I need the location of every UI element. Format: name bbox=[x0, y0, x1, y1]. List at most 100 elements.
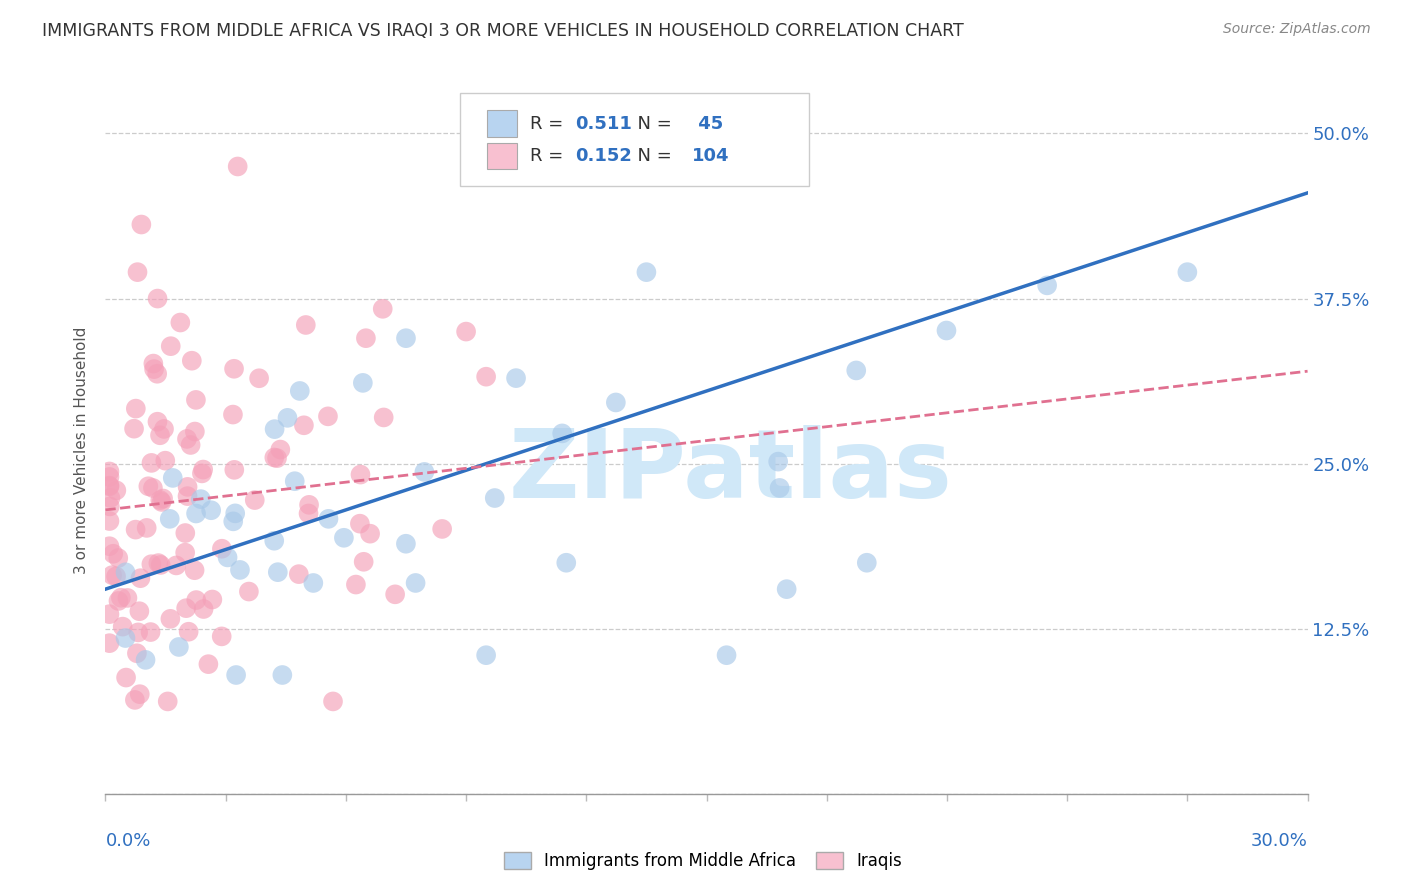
Point bbox=[135, 653, 157, 667]
Point bbox=[201, 592, 224, 607]
Point bbox=[98, 500, 121, 514]
Point bbox=[263, 450, 285, 465]
Point bbox=[148, 556, 170, 570]
FancyBboxPatch shape bbox=[486, 111, 516, 136]
Text: N =: N = bbox=[626, 147, 678, 165]
Point bbox=[110, 591, 132, 605]
Point bbox=[101, 568, 124, 582]
Point bbox=[193, 602, 215, 616]
Point bbox=[475, 369, 498, 384]
Point bbox=[156, 694, 179, 708]
Point bbox=[146, 367, 169, 381]
Point bbox=[159, 612, 181, 626]
Point bbox=[174, 601, 197, 615]
Point bbox=[135, 521, 157, 535]
Point bbox=[105, 569, 128, 583]
Point bbox=[353, 555, 375, 569]
Point bbox=[349, 467, 371, 482]
Point bbox=[98, 479, 121, 493]
Point bbox=[555, 556, 578, 570]
Point bbox=[138, 479, 160, 493]
Point bbox=[184, 425, 207, 439]
Point bbox=[505, 371, 527, 385]
Point bbox=[605, 395, 627, 409]
Text: IMMIGRANTS FROM MIDDLE AFRICA VS IRAQI 3 OR MORE VEHICLES IN HOUSEHOLD CORRELATI: IMMIGRANTS FROM MIDDLE AFRICA VS IRAQI 3… bbox=[42, 22, 965, 40]
Point bbox=[776, 582, 799, 596]
Point bbox=[405, 576, 427, 591]
Point bbox=[333, 531, 356, 545]
Point bbox=[263, 533, 285, 548]
Point bbox=[211, 629, 233, 643]
Point bbox=[845, 363, 868, 377]
Point bbox=[413, 465, 436, 479]
Point bbox=[454, 325, 477, 339]
Point bbox=[1036, 278, 1059, 293]
Point bbox=[124, 693, 146, 707]
Point bbox=[224, 463, 246, 477]
Point bbox=[107, 551, 129, 566]
Point bbox=[269, 442, 291, 457]
Point bbox=[103, 547, 125, 561]
Point bbox=[263, 422, 285, 436]
Point bbox=[266, 451, 288, 466]
Point bbox=[1177, 265, 1199, 279]
Point bbox=[222, 408, 245, 422]
Point bbox=[162, 471, 184, 485]
Point bbox=[243, 493, 266, 508]
Point bbox=[149, 428, 172, 442]
Point bbox=[288, 384, 311, 398]
Point bbox=[131, 218, 153, 232]
Point bbox=[159, 512, 181, 526]
Point bbox=[115, 671, 138, 685]
Point bbox=[295, 318, 318, 332]
Point bbox=[122, 422, 145, 436]
Point bbox=[200, 503, 222, 517]
Point bbox=[174, 526, 197, 541]
Point bbox=[142, 357, 165, 371]
Point bbox=[98, 470, 121, 484]
Point bbox=[284, 474, 307, 488]
Point bbox=[224, 507, 246, 521]
Point bbox=[297, 507, 319, 521]
Point bbox=[100, 491, 122, 505]
Point bbox=[124, 523, 146, 537]
Point bbox=[150, 495, 173, 509]
Point bbox=[222, 361, 245, 376]
Point bbox=[551, 426, 574, 441]
Point bbox=[359, 526, 381, 541]
Point bbox=[197, 657, 219, 672]
Point bbox=[318, 512, 340, 526]
Point bbox=[190, 492, 212, 507]
Point bbox=[238, 584, 260, 599]
Point bbox=[117, 591, 139, 605]
Text: 30.0%: 30.0% bbox=[1251, 831, 1308, 850]
Point bbox=[384, 587, 406, 601]
Point bbox=[475, 648, 498, 663]
Point bbox=[176, 480, 198, 494]
Point bbox=[193, 462, 215, 476]
Point bbox=[129, 571, 152, 585]
Point bbox=[349, 516, 371, 531]
Point bbox=[128, 687, 150, 701]
Point bbox=[128, 604, 150, 618]
Point bbox=[176, 489, 198, 503]
Point bbox=[225, 668, 247, 682]
Point bbox=[107, 594, 129, 608]
Point bbox=[165, 558, 187, 573]
Point bbox=[354, 331, 377, 345]
Point bbox=[149, 558, 172, 572]
Point bbox=[180, 438, 202, 452]
Point bbox=[105, 483, 128, 498]
Point bbox=[169, 316, 191, 330]
Point bbox=[247, 371, 270, 385]
Point bbox=[127, 625, 149, 640]
Point bbox=[288, 567, 311, 582]
Point bbox=[211, 541, 233, 556]
Point bbox=[302, 576, 325, 591]
Point bbox=[217, 550, 239, 565]
Text: N =: N = bbox=[626, 114, 678, 133]
Point bbox=[352, 376, 374, 390]
Point bbox=[935, 324, 957, 338]
Point bbox=[149, 493, 172, 508]
Point bbox=[98, 478, 121, 492]
